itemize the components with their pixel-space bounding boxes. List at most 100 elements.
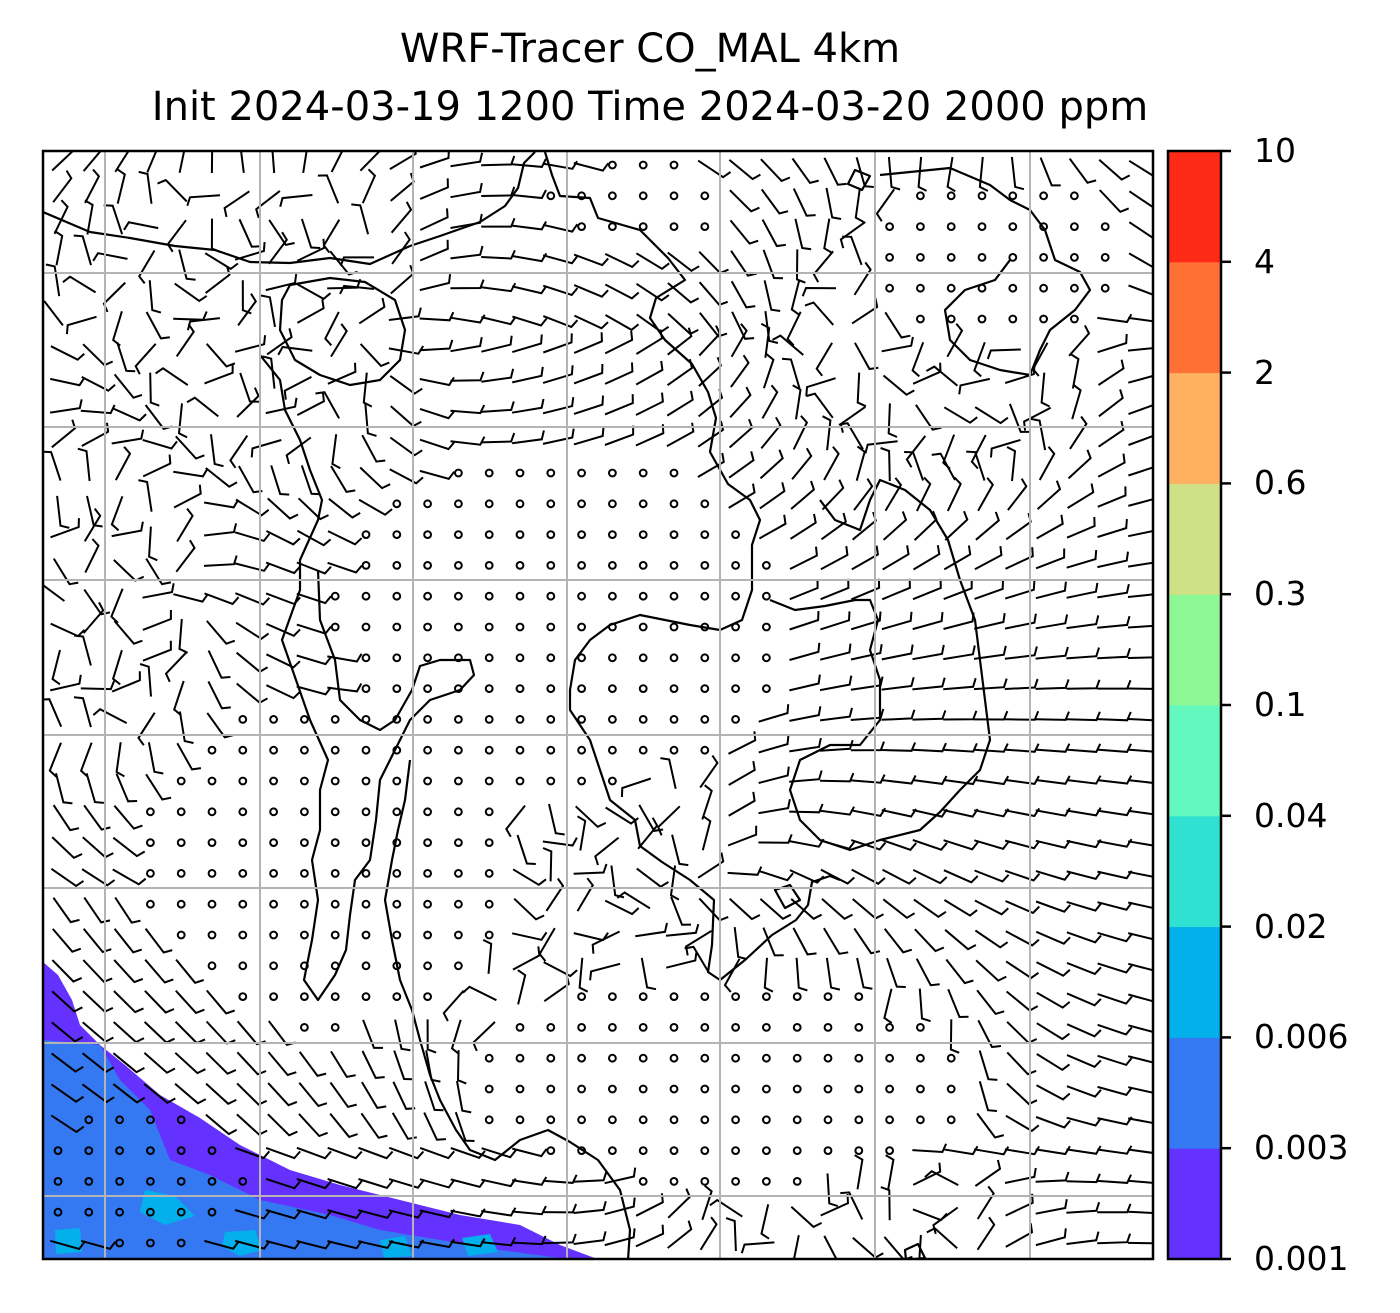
wind-barb xyxy=(1004,839,1041,850)
wind-barb xyxy=(419,339,454,352)
calm-wind-circle xyxy=(300,899,309,909)
calm-wind-circle xyxy=(392,561,402,570)
wind-barb xyxy=(206,989,236,1015)
calm-wind-circle xyxy=(392,992,402,1001)
calm-wind-circle xyxy=(669,653,679,663)
wind-barb xyxy=(1004,678,1039,690)
wind-barb xyxy=(111,671,141,693)
calm-wind-circle xyxy=(115,1238,124,1248)
calm-wind-circle xyxy=(269,899,279,909)
wind-barb xyxy=(635,329,664,355)
wind-barb xyxy=(851,868,886,886)
calm-wind-circle xyxy=(454,930,463,940)
wind-barb xyxy=(821,898,853,921)
calm-wind-circle xyxy=(669,530,679,539)
wind-barb xyxy=(1066,1085,1102,1098)
calm-wind-circle xyxy=(361,807,371,817)
wind-barb xyxy=(454,1111,475,1142)
wind-barb xyxy=(512,334,543,354)
wind-barb xyxy=(178,151,186,174)
wind-barb xyxy=(699,1216,718,1251)
wind-barb xyxy=(667,327,693,356)
calm-wind-circle xyxy=(330,961,340,971)
wind-barb xyxy=(823,1235,838,1259)
calm-wind-circle xyxy=(238,838,248,847)
wind-barb xyxy=(296,238,326,262)
calm-wind-circle xyxy=(546,776,556,786)
wind-barb xyxy=(604,1228,636,1247)
wind-barb xyxy=(1035,930,1071,945)
wind-barb xyxy=(268,231,289,265)
coastline-peninsula xyxy=(383,759,632,1259)
wind-barb xyxy=(1035,1171,1070,1183)
wind-barb xyxy=(730,354,750,388)
wind-barb xyxy=(542,1203,578,1214)
wind-barb xyxy=(881,578,911,601)
calm-wind-circle xyxy=(669,1146,679,1155)
calm-wind-circle xyxy=(238,807,248,817)
wind-barb xyxy=(966,450,986,481)
wind-barb xyxy=(419,178,449,200)
calm-wind-circle xyxy=(731,1146,740,1155)
wind-barb xyxy=(390,201,413,234)
wind-barb xyxy=(52,897,80,924)
wind-barb xyxy=(157,178,188,203)
wind-barb xyxy=(1127,687,1153,690)
wind-barb xyxy=(973,645,1007,660)
calm-wind-circle xyxy=(854,1053,864,1063)
wind-barb xyxy=(974,869,1010,883)
calm-wind-circle xyxy=(330,622,340,632)
calm-wind-circle xyxy=(977,222,987,232)
calm-wind-circle xyxy=(176,807,186,817)
wind-barb xyxy=(55,772,73,805)
wind-barb xyxy=(976,1216,996,1251)
wind-barb xyxy=(271,151,276,174)
wind-barb xyxy=(175,990,205,1015)
calm-wind-circle xyxy=(731,684,740,693)
calm-wind-circle xyxy=(546,468,556,478)
wind-barb xyxy=(1005,1223,1034,1248)
wind-barb xyxy=(330,1050,356,1079)
wind-barb xyxy=(543,961,578,978)
calm-wind-circle xyxy=(700,1084,710,1094)
calm-wind-circle xyxy=(330,930,340,940)
calm-wind-circle xyxy=(762,1146,771,1155)
wind-barb xyxy=(389,436,423,457)
wind-barb xyxy=(50,1083,85,1103)
wind-barb xyxy=(1127,901,1153,910)
wind-barb xyxy=(1067,483,1095,509)
calm-wind-circle xyxy=(608,776,617,786)
wind-barb xyxy=(793,1235,800,1259)
calm-wind-circle xyxy=(454,591,463,601)
calm-wind-circle xyxy=(669,160,679,170)
wind-barb xyxy=(285,436,312,465)
wind-barb xyxy=(805,392,834,419)
wind-barb xyxy=(481,401,515,413)
colorbar-segment xyxy=(1168,151,1221,263)
calm-wind-circle xyxy=(484,899,494,909)
calm-wind-circle xyxy=(515,715,525,724)
wind-barb xyxy=(82,928,112,954)
calm-wind-circle xyxy=(946,314,956,324)
wind-barb xyxy=(882,374,915,396)
calm-wind-circle xyxy=(269,715,279,724)
wind-barb xyxy=(573,162,610,172)
calm-wind-circle xyxy=(577,745,586,755)
calm-wind-circle xyxy=(700,622,710,632)
calm-wind-circle xyxy=(669,591,679,601)
calm-wind-circle xyxy=(669,622,679,632)
wind-barb xyxy=(1097,993,1133,1005)
wind-barb xyxy=(176,742,202,771)
calm-wind-circle xyxy=(515,530,525,539)
wind-barb xyxy=(542,223,579,233)
wind-barb xyxy=(426,1019,437,1054)
wind-barb xyxy=(1066,516,1096,539)
colorbar-tick-label: 0.04 xyxy=(1254,795,1328,835)
wind-barb xyxy=(364,403,377,437)
calm-wind-circle xyxy=(176,1177,186,1186)
wind-barb xyxy=(1004,646,1038,660)
wind-barb xyxy=(511,398,545,414)
wind-barb xyxy=(635,282,670,302)
wind-barb xyxy=(1127,656,1153,659)
